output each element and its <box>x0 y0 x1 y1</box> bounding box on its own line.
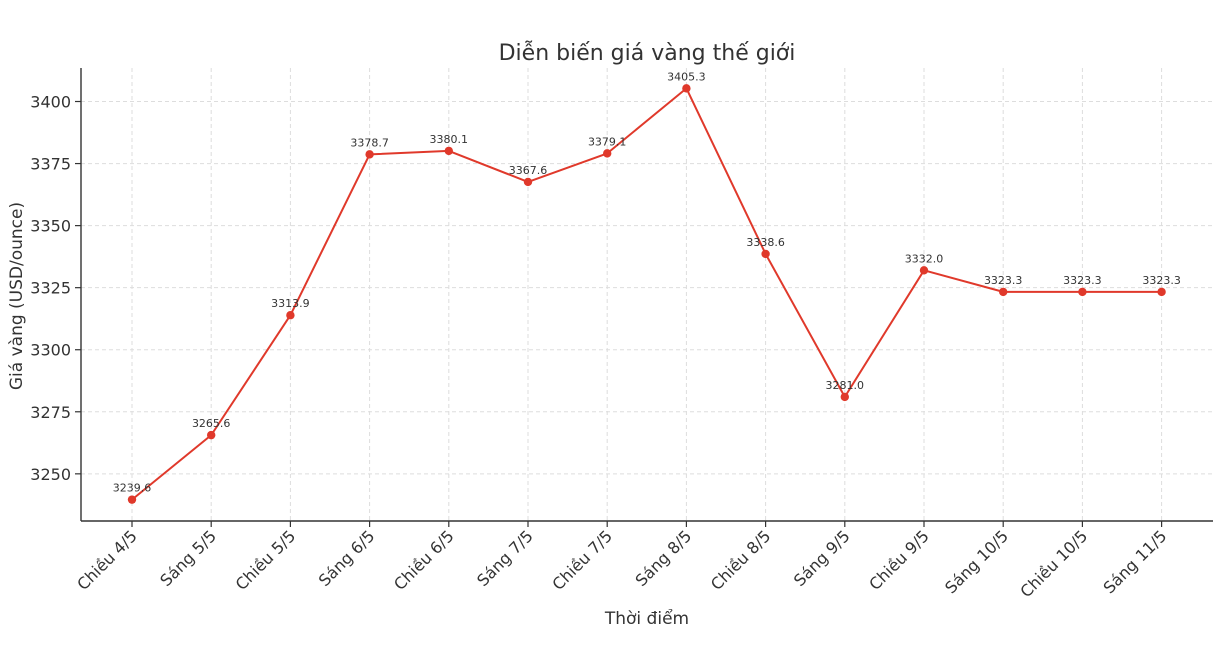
data-point <box>1157 287 1166 297</box>
x-tick-label: Sáng 7/5 <box>473 526 537 590</box>
y-tick-label: 3275 <box>30 403 71 422</box>
x-tick-label: Chiều 9/5 <box>865 526 933 594</box>
data-label: 3332.0 <box>905 252 944 265</box>
data-label: 3378.7 <box>350 136 389 149</box>
y-tick-label: 3325 <box>30 279 71 298</box>
chart-title: Diễn biến giá vàng thế giới <box>499 40 796 66</box>
data-label: 3323.3 <box>1063 274 1102 287</box>
data-point <box>365 150 374 159</box>
data-point <box>127 495 137 504</box>
data-point <box>1078 287 1087 297</box>
y-tick-label: 3350 <box>30 217 71 236</box>
data-point <box>523 177 533 187</box>
x-tick-label: Sáng 9/5 <box>790 526 854 590</box>
x-tick-label: Sáng 10/5 <box>941 526 1012 597</box>
x-tick-label: Chiều 5/5 <box>232 526 300 594</box>
x-tick-label: Chiều 10/5 <box>1016 526 1091 601</box>
series-line <box>131 87 1162 501</box>
y-tick-label: 3250 <box>30 465 71 484</box>
data-label: 3281.0 <box>826 379 865 392</box>
data-point <box>761 249 770 259</box>
y-tick-label: 3400 <box>30 93 71 112</box>
x-tick-label: Sáng 8/5 <box>632 526 696 590</box>
data-point <box>999 287 1008 297</box>
data-label: 3323.3 <box>984 274 1023 287</box>
data-label: 3380.1 <box>430 133 469 146</box>
x-tick-label: Chiều 4/5 <box>73 526 141 594</box>
x-tick-label: Chiều 7/5 <box>548 526 616 594</box>
data-label: 3239.6 <box>113 482 152 495</box>
x-tick-label: Chiều 6/5 <box>390 526 458 594</box>
y-axis-label: Giá vàng (USD/ounce) <box>7 202 27 390</box>
x-tick-label: Sáng 6/5 <box>315 526 379 590</box>
data-label: 3367.6 <box>509 164 548 177</box>
x-tick-label: Sáng 11/5 <box>1100 526 1171 597</box>
data-point <box>919 266 929 275</box>
data-point <box>444 146 453 156</box>
x-tick-label: Chiều 8/5 <box>707 526 775 594</box>
data-label: 3265.6 <box>192 417 231 430</box>
y-tick-label: 3300 <box>30 341 71 360</box>
x-axis-label: Thời điểm <box>604 608 689 629</box>
data-label: 3379.1 <box>588 135 627 148</box>
grid <box>81 68 1213 521</box>
data-point <box>682 84 691 93</box>
data-point <box>286 311 295 320</box>
data-point <box>207 430 216 440</box>
data-label: 3313.9 <box>271 297 310 310</box>
y-tick-label: 3375 <box>30 155 71 174</box>
data-label: 3405.3 <box>667 70 706 83</box>
data-point <box>840 392 849 402</box>
data-label: 3338.6 <box>746 236 785 249</box>
x-tick-label: Sáng 5/5 <box>156 526 220 590</box>
series: 3239.6 3265.6 3313.9 3378.7 3380.1 3367.6 3379… <box>113 70 1181 504</box>
data-point <box>603 149 612 158</box>
data-label: 3323.3 <box>1142 274 1181 287</box>
